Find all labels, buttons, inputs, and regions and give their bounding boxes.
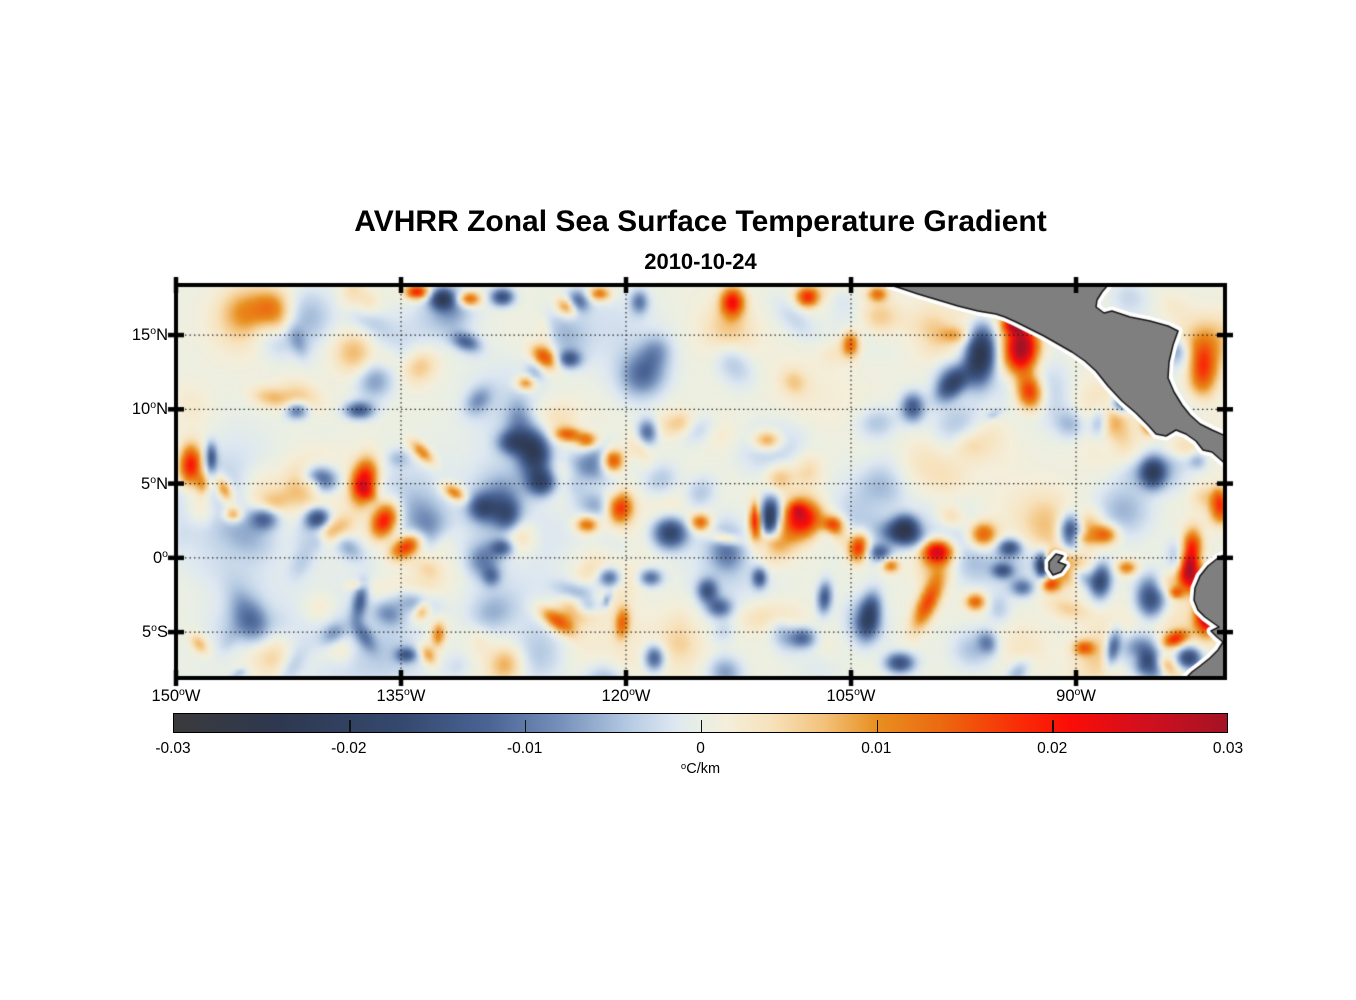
colorbar-tick-label: -0.02: [331, 740, 367, 757]
colorbar-tick: [1052, 720, 1054, 732]
colorbar-tick-label: -0.01: [506, 740, 543, 757]
sst-gradient-map-canvas: [162, 271, 1239, 692]
colorbar-tick-label: 0: [696, 740, 705, 757]
colorbar-tick: [700, 720, 703, 732]
lon-tick-label: 90oW: [1056, 686, 1096, 705]
colorbar-tick-label: 0.02: [1037, 740, 1068, 757]
lat-tick-label: 0o: [152, 547, 168, 567]
lon-tick-label: 120oW: [601, 686, 651, 705]
colorbar-tick: [524, 720, 527, 732]
colorbar-tick: [876, 720, 879, 732]
colorbar-tick-label: -0.03: [155, 740, 191, 757]
lat-tick-label: 10oN: [131, 399, 168, 419]
lat-tick-label: 5oN: [141, 473, 168, 493]
colorbar-unit-label: oC/km: [680, 761, 721, 777]
lon-tick-label: 150oW: [151, 686, 201, 705]
colorbar: [173, 713, 1228, 733]
lon-tick-label: 105oW: [826, 686, 876, 705]
lat-tick-label: 15oN: [131, 325, 168, 345]
colorbar-tick-label: 0.03: [1212, 740, 1244, 757]
colorbar-tick-label: 0.01: [861, 740, 892, 757]
chart-subtitle: 2010-10-24: [644, 249, 757, 274]
lat-tick-label: 5oS: [141, 622, 168, 642]
lon-tick-label: 135oW: [376, 686, 426, 705]
colorbar-tick: [349, 720, 351, 732]
chart-title: AVHRR Zonal Sea Surface Temperature Grad…: [354, 205, 1047, 238]
